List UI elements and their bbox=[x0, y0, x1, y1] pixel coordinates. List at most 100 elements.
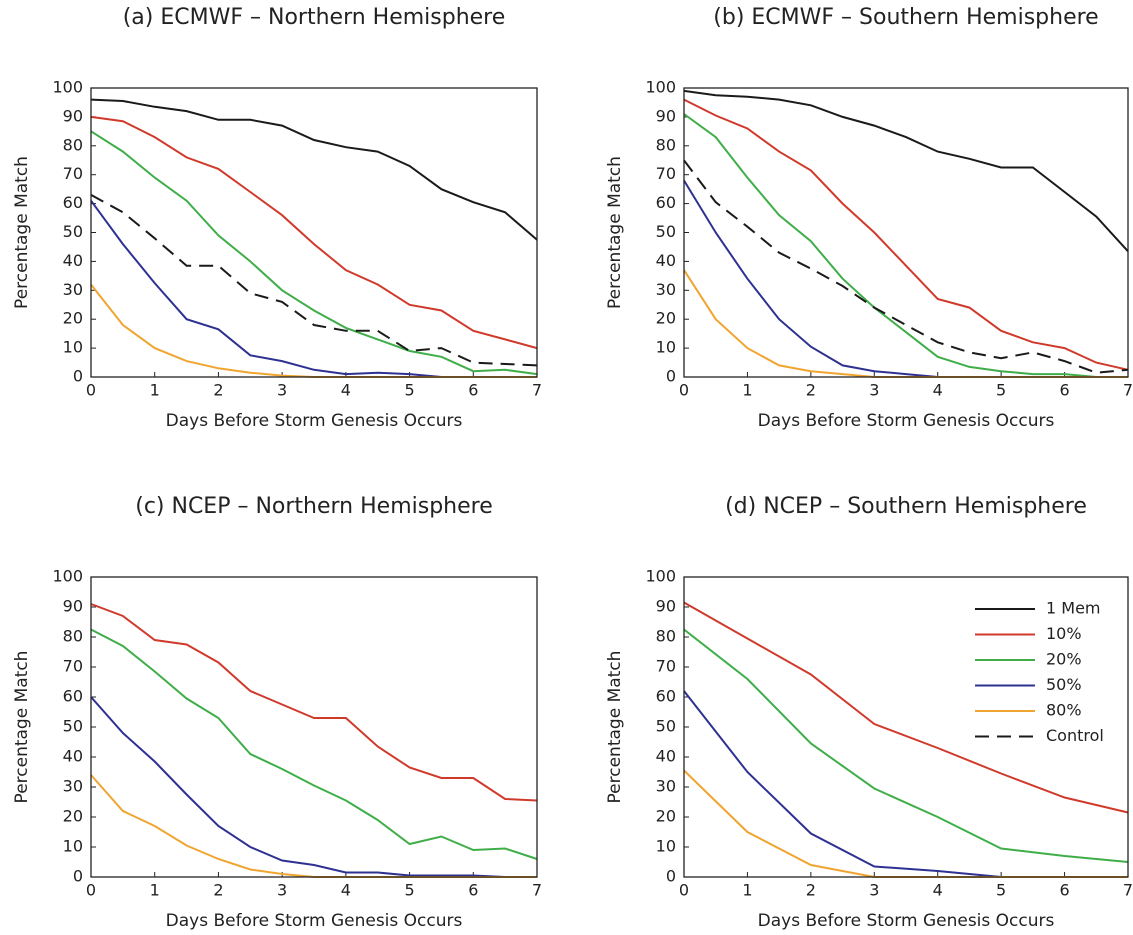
series-line bbox=[90, 98, 538, 241]
plot-frame bbox=[90, 576, 538, 878]
x-axis-label: Days Before Storm Genesis Occurs bbox=[758, 911, 1055, 931]
x-tick-label: 0 bbox=[679, 381, 689, 400]
y-tick-label: 50 bbox=[656, 717, 676, 736]
x-tick-label: 2 bbox=[806, 381, 816, 400]
series-line bbox=[683, 113, 1128, 378]
x-tick-label: 2 bbox=[213, 881, 223, 900]
y-tick-label: 20 bbox=[63, 807, 83, 826]
y-tick-label: 0 bbox=[666, 367, 676, 386]
x-tick-label: 2 bbox=[213, 381, 223, 400]
x-tick-label: 6 bbox=[468, 881, 478, 900]
y-tick-label: 80 bbox=[63, 135, 83, 154]
y-axis-label: Percentage Match bbox=[12, 651, 32, 804]
x-tick-label: 5 bbox=[404, 381, 414, 400]
x-tick-label: 7 bbox=[1123, 881, 1133, 900]
legend-label: 1 Mem bbox=[1046, 599, 1101, 618]
x-tick-label: 1 bbox=[150, 881, 160, 900]
y-tick-label: 20 bbox=[656, 807, 676, 826]
x-tick-label: 1 bbox=[150, 381, 160, 400]
y-tick-label: 90 bbox=[63, 597, 83, 616]
y-tick-label: 10 bbox=[63, 837, 83, 856]
y-tick-label: 90 bbox=[656, 597, 676, 616]
x-tick-label: 5 bbox=[996, 381, 1006, 400]
x-tick-label: 1 bbox=[742, 881, 752, 900]
series-line bbox=[683, 98, 1129, 371]
series-line bbox=[683, 601, 1129, 814]
y-tick-label: 40 bbox=[656, 747, 676, 766]
x-tick-label: 7 bbox=[532, 381, 542, 400]
y-tick-label: 0 bbox=[73, 867, 83, 886]
y-tick-label: 80 bbox=[63, 627, 83, 646]
series-line bbox=[90, 115, 538, 350]
x-axis-label: Days Before Storm Genesis Occurs bbox=[166, 411, 463, 431]
y-tick-label: 100 bbox=[645, 567, 676, 586]
chart-title: (a) ECMWF – Northern Hemisphere bbox=[123, 5, 506, 30]
series-line bbox=[90, 628, 538, 860]
legend-label: Control bbox=[1046, 726, 1104, 745]
plot-frame bbox=[683, 576, 1129, 878]
y-tick-label: 100 bbox=[52, 567, 83, 586]
x-tick-label: 0 bbox=[86, 881, 96, 900]
chart-title: (d) NCEP – Southern Hemisphere bbox=[725, 494, 1087, 519]
y-tick-label: 60 bbox=[656, 687, 676, 706]
x-tick-label: 2 bbox=[806, 881, 816, 900]
legend-label: 50% bbox=[1046, 675, 1082, 694]
y-tick-label: 90 bbox=[656, 106, 676, 125]
y-tick-label: 30 bbox=[656, 280, 676, 299]
series-line bbox=[90, 774, 537, 878]
y-tick-label: 10 bbox=[656, 837, 676, 856]
y-tick-label: 90 bbox=[63, 106, 83, 125]
y-tick-label: 100 bbox=[645, 78, 676, 97]
y-tick-label: 70 bbox=[656, 657, 676, 676]
y-tick-label: 20 bbox=[656, 309, 676, 328]
y-tick-label: 70 bbox=[63, 657, 83, 676]
x-tick-label: 4 bbox=[341, 381, 351, 400]
y-tick-label: 50 bbox=[63, 717, 83, 736]
y-tick-label: 60 bbox=[63, 193, 83, 212]
chart-title: (b) ECMWF – Southern Hemisphere bbox=[713, 5, 1098, 30]
x-tick-label: 3 bbox=[277, 881, 287, 900]
x-tick-label: 6 bbox=[468, 381, 478, 400]
series-line bbox=[90, 283, 537, 378]
y-tick-label: 50 bbox=[63, 222, 83, 241]
x-tick-label: 7 bbox=[1123, 381, 1133, 400]
y-tick-label: 30 bbox=[656, 777, 676, 796]
x-tick-label: 4 bbox=[933, 881, 943, 900]
x-tick-label: 4 bbox=[933, 381, 943, 400]
y-axis-label: Percentage Match bbox=[605, 156, 625, 309]
x-tick-label: 0 bbox=[679, 881, 689, 900]
plot-frame bbox=[90, 87, 538, 378]
x-tick-label: 0 bbox=[86, 381, 96, 400]
x-tick-label: 7 bbox=[532, 881, 542, 900]
series-line bbox=[90, 603, 538, 802]
series-line bbox=[90, 130, 538, 376]
x-tick-label: 4 bbox=[341, 881, 351, 900]
y-tick-label: 20 bbox=[63, 309, 83, 328]
x-tick-label: 1 bbox=[742, 381, 752, 400]
y-tick-label: 40 bbox=[63, 747, 83, 766]
x-tick-label: 3 bbox=[869, 881, 879, 900]
y-tick-label: 30 bbox=[63, 777, 83, 796]
y-tick-label: 80 bbox=[656, 627, 676, 646]
y-tick-label: 60 bbox=[63, 687, 83, 706]
x-tick-label: 6 bbox=[1059, 881, 1069, 900]
y-tick-label: 0 bbox=[666, 867, 676, 886]
y-tick-label: 40 bbox=[63, 251, 83, 270]
chart-title: (c) NCEP – Northern Hemisphere bbox=[135, 494, 493, 519]
x-tick-label: 6 bbox=[1059, 381, 1069, 400]
x-tick-label: 3 bbox=[277, 381, 287, 400]
series-line bbox=[90, 696, 537, 878]
series-line bbox=[683, 89, 1129, 252]
x-tick-label: 3 bbox=[869, 381, 879, 400]
y-tick-label: 80 bbox=[656, 135, 676, 154]
y-axis-label: Percentage Match bbox=[605, 651, 625, 804]
x-tick-label: 5 bbox=[996, 881, 1006, 900]
y-tick-label: 0 bbox=[73, 367, 83, 386]
y-tick-label: 70 bbox=[656, 164, 676, 183]
legend-label: 20% bbox=[1046, 650, 1082, 669]
y-tick-label: 70 bbox=[63, 164, 83, 183]
x-axis-label: Days Before Storm Genesis Occurs bbox=[166, 911, 463, 931]
legend-label: 80% bbox=[1046, 701, 1082, 720]
series-line bbox=[683, 769, 1128, 878]
